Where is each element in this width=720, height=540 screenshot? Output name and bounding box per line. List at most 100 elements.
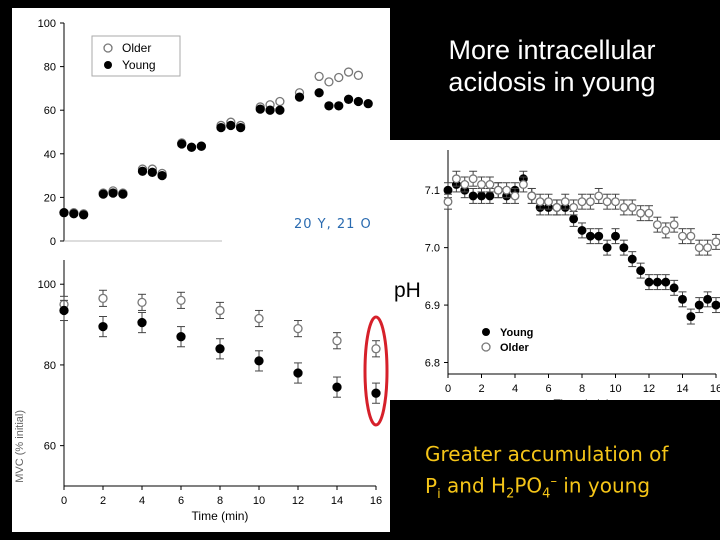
data-point-older (577, 197, 587, 207)
data-point-older (468, 174, 478, 184)
data-point-young (118, 189, 128, 199)
data-point-older (619, 202, 629, 212)
data-point-older (334, 72, 344, 83)
legend-marker-young (104, 61, 112, 69)
data-point-young (711, 300, 720, 310)
data-point-older (636, 208, 646, 218)
x-tick-label: 2 (478, 383, 484, 395)
data-point-young (137, 317, 147, 328)
data-point-young (669, 283, 679, 293)
data-point-young (443, 185, 453, 195)
y-tick-label: 7.1 (425, 185, 440, 197)
data-point-young (619, 243, 629, 253)
data-point-older (451, 174, 461, 184)
data-point-young (275, 105, 285, 115)
x-tick-label: 12 (643, 383, 655, 395)
x-tick-label: 0 (445, 383, 451, 395)
x-tick-label: 0 (61, 495, 67, 507)
data-point-young (602, 243, 612, 253)
x-tick-label: 14 (331, 495, 343, 507)
data-point-young (468, 191, 478, 201)
x-tick-label: 12 (292, 495, 304, 507)
data-point-older (686, 231, 696, 241)
highlight-ellipse (363, 315, 389, 427)
y-tick-label: 40 (44, 149, 56, 161)
data-point-young (485, 191, 495, 201)
data-point-older (98, 293, 108, 303)
data-point-young (343, 94, 354, 104)
data-point-young (652, 277, 662, 287)
data-point-young (215, 344, 225, 354)
data-point-older (569, 202, 579, 212)
data-point-young (363, 99, 373, 109)
y-tick-label: 80 (44, 62, 56, 74)
data-point-older (552, 202, 562, 212)
data-point-young (216, 122, 226, 133)
y-tick-label: 80 (44, 360, 56, 372)
data-point-young (59, 208, 69, 218)
data-point-older (314, 71, 324, 82)
data-point-young (196, 141, 207, 151)
data-point-young (176, 332, 186, 342)
data-point-older (502, 185, 512, 195)
data-point-young (59, 305, 69, 316)
sub-4: 4 (542, 486, 551, 502)
data-point-young (293, 368, 303, 378)
y-tick-label: 100 (38, 18, 56, 30)
and-text: and H (440, 473, 507, 498)
data-point-young (371, 388, 381, 398)
y-tick-label: 6.9 (425, 300, 440, 312)
data-point-young (314, 88, 324, 98)
data-point-older (485, 180, 495, 189)
data-point-young (98, 189, 108, 199)
legend-label-older: Older (122, 41, 151, 55)
data-point-older (215, 305, 225, 316)
data-point-young (569, 214, 579, 224)
x-tick-label: 8 (217, 495, 223, 507)
x-tick-label: 2 (100, 495, 106, 507)
legend-label-older: Older (500, 342, 529, 354)
data-point-older (585, 197, 595, 207)
data-point-young (636, 266, 646, 276)
data-point-young (353, 96, 364, 107)
data-point-older (371, 344, 381, 354)
data-point-young (694, 300, 704, 310)
x-tick-label: 6 (178, 495, 184, 507)
data-point-older (602, 197, 612, 207)
data-point-older (627, 202, 637, 212)
data-point-young (324, 101, 334, 111)
mvc-chart-svg: 0 20 40 60 80 100 Older Young 60 80 100 0 2 4 6 8 10 12 14… (38, 18, 389, 523)
legend-marker-older (481, 342, 491, 352)
x-tick-label: 4 (512, 383, 518, 395)
data-point-young (98, 321, 108, 332)
data-point-young (265, 105, 275, 115)
data-point-young (627, 254, 637, 264)
data-point-older (332, 336, 342, 346)
data-point-older (669, 220, 679, 230)
data-point-older (275, 96, 285, 107)
data-point-young (703, 294, 713, 304)
data-point-older (443, 197, 453, 207)
y-tick-label: 60 (44, 441, 56, 453)
y-tick-label: 20 (44, 192, 56, 204)
y-tick-label: 100 (38, 279, 56, 291)
data-point-older (711, 237, 720, 247)
data-point-young (585, 231, 595, 241)
data-point-older (678, 231, 687, 241)
y-tick-label: 6.8 (425, 358, 440, 370)
data-point-young (294, 92, 305, 102)
data-point-older (594, 191, 604, 201)
data-point-young (678, 294, 687, 304)
data-point-older (510, 191, 520, 201)
data-point-young (69, 209, 79, 219)
data-point-young (255, 104, 265, 114)
data-point-older (611, 197, 620, 207)
data-point-young (186, 142, 197, 152)
data-point-young (661, 277, 671, 287)
data-point-older (324, 77, 334, 87)
sub-2: 2 (506, 486, 515, 502)
left-chart-panel: 0 20 40 60 80 100 Older Young 60 80 100 0 2 4 6 8 10 12 14… (12, 8, 390, 532)
tail-text: in young (556, 473, 651, 498)
y-tick-label: 7.0 (425, 243, 440, 255)
legend-marker-young (482, 328, 490, 336)
